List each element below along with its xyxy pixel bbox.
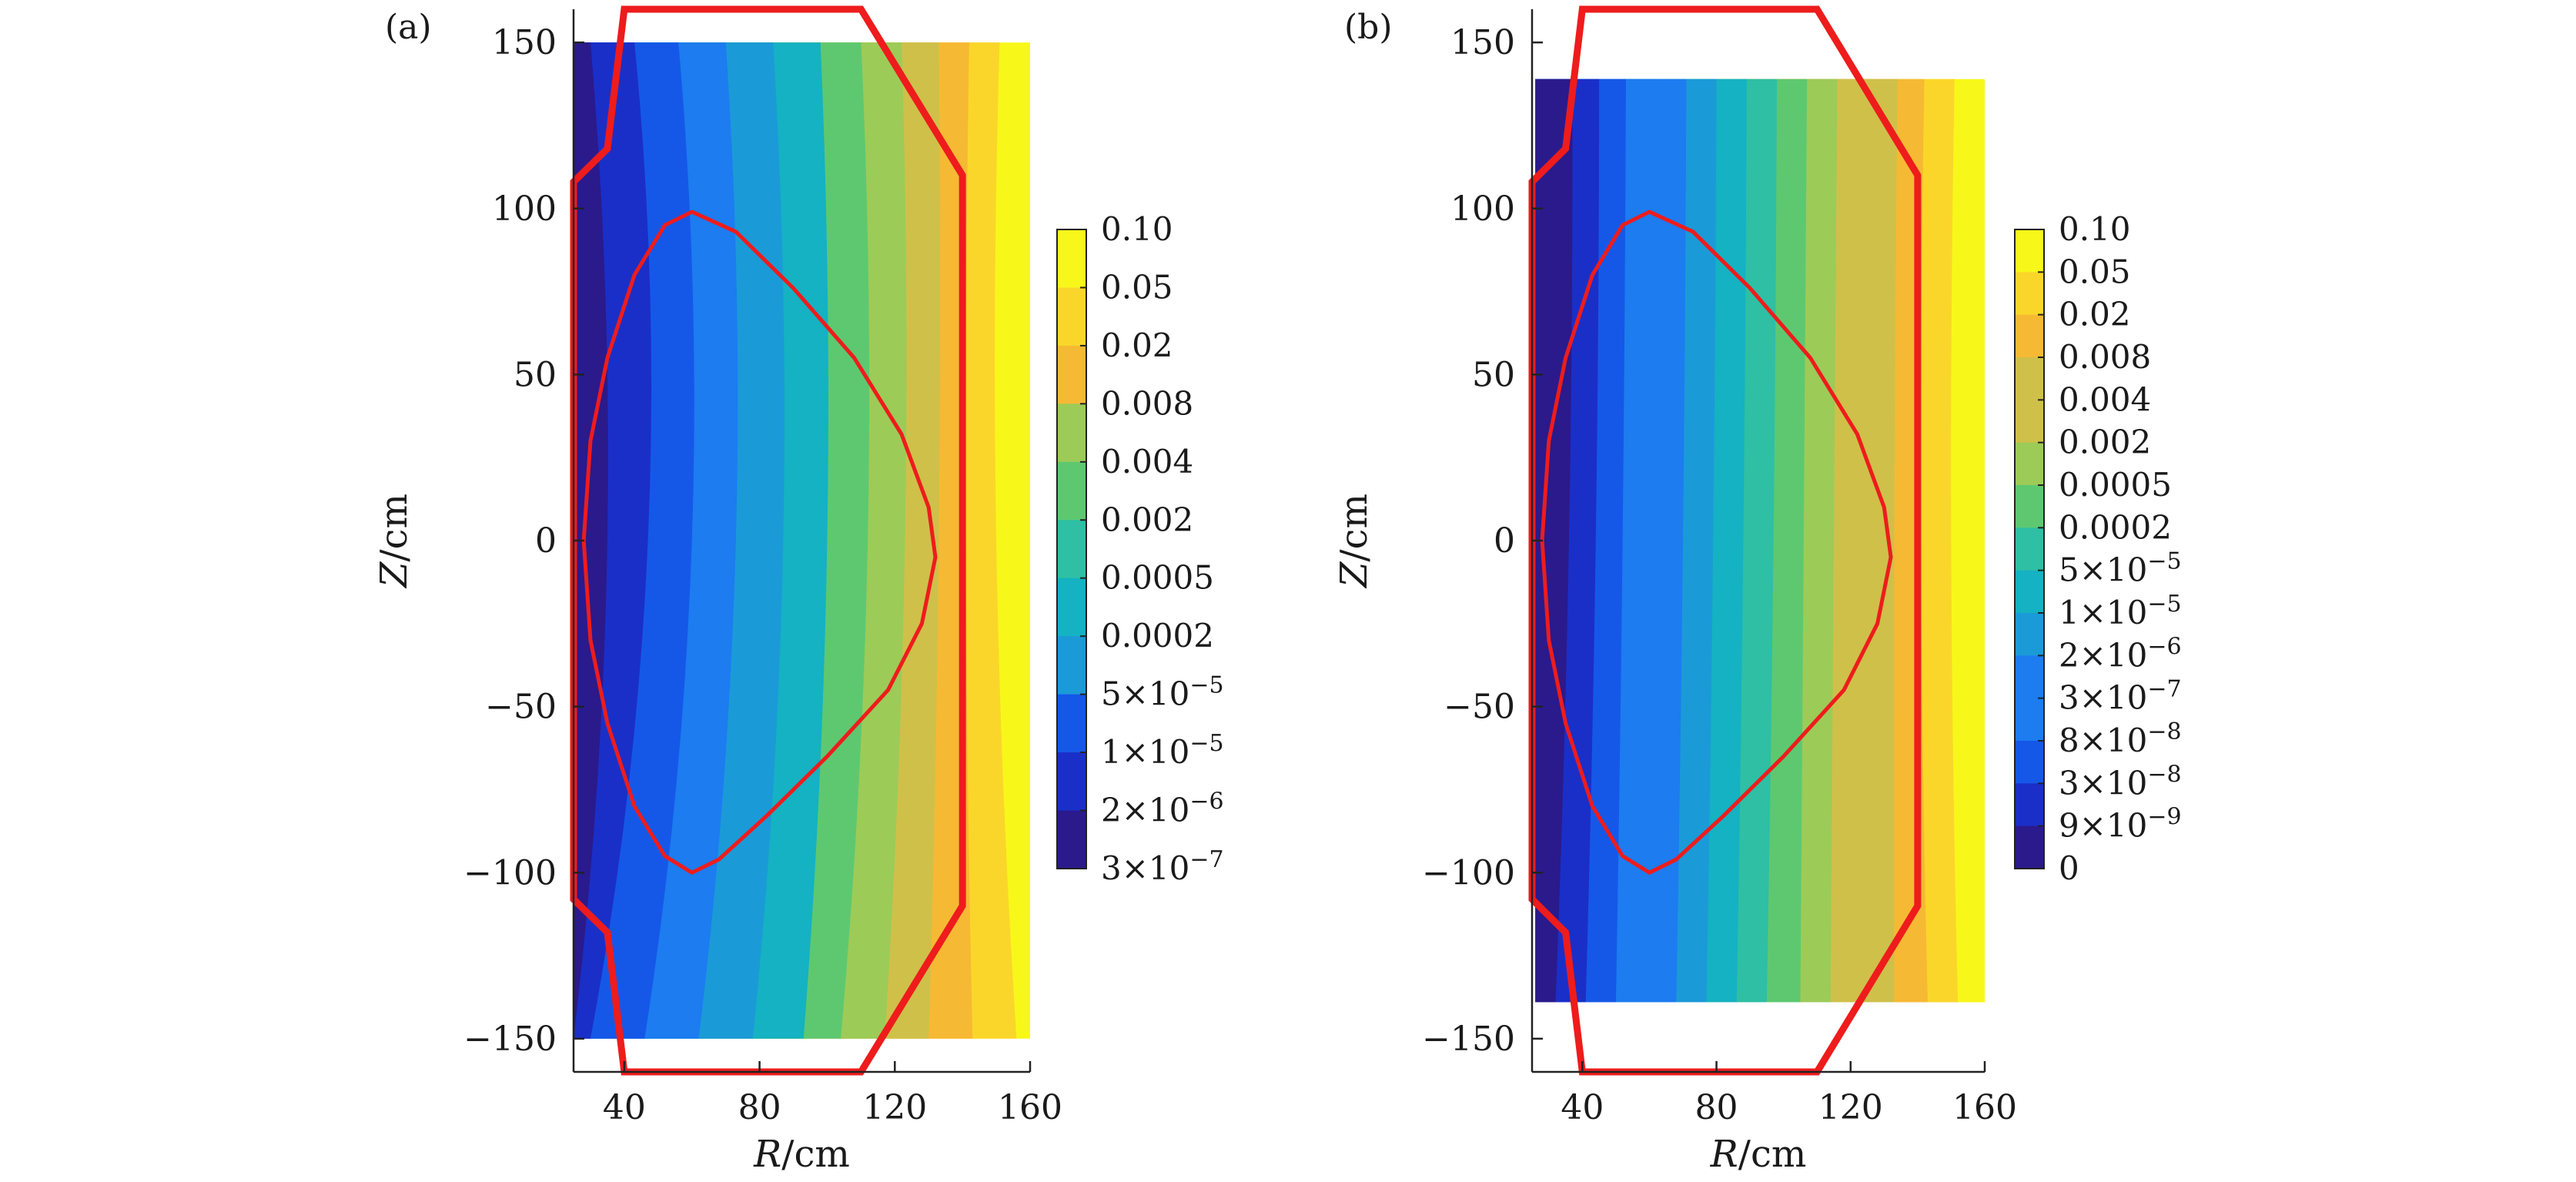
colorbar-segment [2015,613,2044,656]
vessel-boundary [1528,5,1922,1076]
panel-b: 40 80 120 160 −150 −100 −50 0 50 100 150 R/cm Z/cm (b… [1333,5,2182,1176]
y-tick-label: 50 [1472,355,1515,394]
colorbar-label: 3×10−7 [1101,846,1224,887]
colorbar-frame [1056,229,1087,869]
colorbar-segment [2015,741,2044,784]
colorbar-segment [1057,461,1086,521]
lcfs-curve [581,209,938,875]
y-tick-label: −150 [1422,1020,1515,1059]
colorbar-segment [2015,314,2044,358]
colorbar-label: 1×10−5 [1101,730,1224,771]
colorbar-label: 0.004 [2059,380,2151,418]
colorbar-segment [2015,357,2044,400]
x-tick-label: 160 [1952,1088,2017,1127]
colorbar-segment [2015,229,2044,273]
colorbar-label: 0.02 [2059,296,2131,333]
y-tick-label: −100 [1422,853,1515,892]
colorbar-label: 0.10 [2059,210,2131,248]
x-tick-label: 40 [603,1088,646,1127]
x-axis-label: R/cm [753,1133,850,1176]
x-axis-label: R/cm [1710,1133,1807,1176]
colorbar-segment [1057,403,1086,463]
colorbar-segment [2015,272,2044,316]
x-tick-label: 160 [998,1088,1062,1127]
colorbar-label: 5×10−5 [1101,672,1224,713]
x-tick-label: 40 [1561,1088,1604,1127]
colorbar-label: 2×10−6 [1101,789,1224,829]
colorbar-segment [1057,520,1086,579]
colorbar-label: 0.008 [2059,338,2151,376]
colorbar-frame [2014,229,2045,869]
x-tick-label: 80 [738,1088,781,1127]
colorbar-label: 3×10−7 [2059,676,2182,717]
colorbar: 0.10 0.05 0.02 0.008 0.004 0.002 0.0005 0.0002 5… [1056,210,1224,887]
colorbar-segment [1057,287,1086,347]
colorbar-label: 0.008 [1101,384,1193,422]
colorbar-segment [2015,570,2044,614]
y-tick-label: 100 [492,189,557,229]
colorbar-segment [2015,825,2044,869]
colorbar-segment [1057,578,1086,637]
colorbar-segment [2015,527,2044,571]
colorbar-label: 0.002 [1101,501,1193,538]
vessel-boundary [570,5,966,1076]
colorbar-label: 3×10−8 [2059,761,2182,802]
y-tick-label: 150 [492,23,557,62]
colorbar-segment [1057,229,1086,289]
colorbar-label: 9×10−9 [2059,804,2182,845]
colorbar-segment [2015,698,2044,742]
x-tick-label: 120 [1818,1088,1883,1127]
colorbar-segment [1057,694,1086,753]
colorbar-segment [1057,345,1086,404]
colorbar-label: 0.004 [1101,443,1193,481]
colorbar-segment [1057,636,1086,695]
colorbar-segment [1057,810,1086,869]
y-tick-label: 50 [514,355,557,394]
y-tick-label: −50 [485,688,557,727]
colorbar-label: 0.0002 [2059,508,2172,546]
colorbar-label: 0.10 [1101,210,1173,248]
y-tick-label: 150 [1450,23,1515,62]
contour-band [574,42,608,1039]
colorbar-segment [2015,400,2044,444]
colorbar-label: 0.002 [2059,424,2151,461]
y-axis-label: Z/cm [1333,494,1376,589]
colorbar-segment [2015,783,2044,827]
colorbar-segment [1057,752,1086,812]
colorbar-label: 0.0005 [2059,466,2172,504]
y-tick-label: −100 [463,853,557,892]
colorbar-label: 1×10−5 [2059,591,2182,631]
colorbar-label: 5×10−5 [2059,548,2182,589]
colorbar-segment [2015,655,2044,699]
colorbar-label: 0.05 [2059,253,2131,290]
y-axis-label: Z/cm [373,494,416,589]
x-tick-label: 80 [1695,1088,1738,1127]
colorbar-segment [2015,442,2044,486]
colorbar-label: 0.0005 [1101,559,1214,597]
colorbar-label: 0.05 [1101,268,1173,306]
y-tick-label: 0 [1494,521,1515,561]
panel-label: (a) [385,8,432,47]
colorbar-label: 0 [2059,849,2079,887]
colorbar-segment [2015,485,2044,528]
contour-field [574,42,1030,1039]
y-tick-label: −50 [1444,688,1515,727]
panel-label: (b) [1344,8,1393,47]
colorbar-label: 0.02 [1101,326,1173,364]
y-tick-label: −150 [463,1020,557,1059]
contour-field [1535,79,1986,1003]
panel-a: 40 80 120 160 −150 −100 −50 0 50 100 150 R/cm Z/cm (a… [373,5,1224,1176]
colorbar: 0.10 0.05 0.02 0.008 0.004 0.002 0.0005 0.00025… [2014,210,2182,887]
colorbar-label: 8×10−8 [2059,718,2182,759]
contour-band [1535,79,1573,1003]
colorbar-label: 2×10−6 [2059,633,2182,674]
y-tick-label: 0 [535,521,557,561]
x-tick-label: 120 [862,1088,927,1127]
y-tick-label: 100 [1450,189,1515,229]
colorbar-label: 0.0002 [1101,617,1214,655]
lcfs-curve [1540,209,1893,875]
